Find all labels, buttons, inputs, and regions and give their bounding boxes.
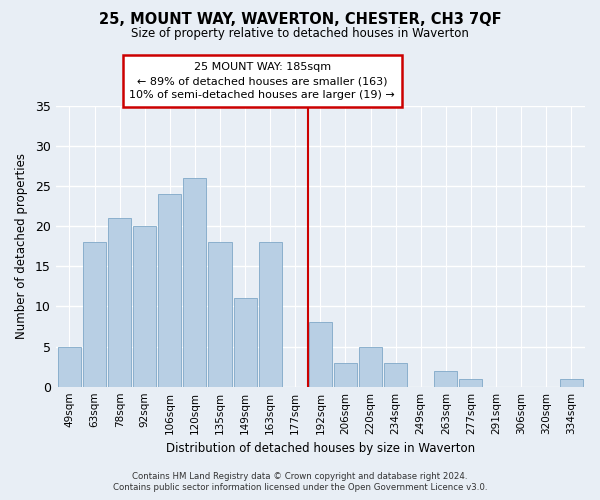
Bar (384, 362, 407, 386)
Text: Size of property relative to detached houses in Waverton: Size of property relative to detached ho… (131, 28, 469, 40)
X-axis label: Distribution of detached houses by size in Waverton: Distribution of detached houses by size … (166, 442, 475, 455)
Bar (309, 322, 332, 386)
Bar (233, 298, 257, 386)
Bar (83, 242, 106, 386)
Bar (334, 362, 357, 386)
Bar (560, 378, 583, 386)
Bar (434, 370, 457, 386)
Bar (259, 242, 282, 386)
Bar (184, 178, 206, 386)
Bar (133, 226, 156, 386)
Y-axis label: Number of detached properties: Number of detached properties (15, 153, 28, 339)
Bar (359, 346, 382, 387)
Text: 25 MOUNT WAY: 185sqm
← 89% of detached houses are smaller (163)
10% of semi-deta: 25 MOUNT WAY: 185sqm ← 89% of detached h… (129, 62, 395, 100)
Text: 25, MOUNT WAY, WAVERTON, CHESTER, CH3 7QF: 25, MOUNT WAY, WAVERTON, CHESTER, CH3 7Q… (98, 12, 502, 28)
Bar (208, 242, 232, 386)
Bar (108, 218, 131, 386)
Text: Contains HM Land Registry data © Crown copyright and database right 2024.
Contai: Contains HM Land Registry data © Crown c… (113, 472, 487, 492)
Bar (158, 194, 181, 386)
Bar (460, 378, 482, 386)
Bar (58, 346, 81, 387)
